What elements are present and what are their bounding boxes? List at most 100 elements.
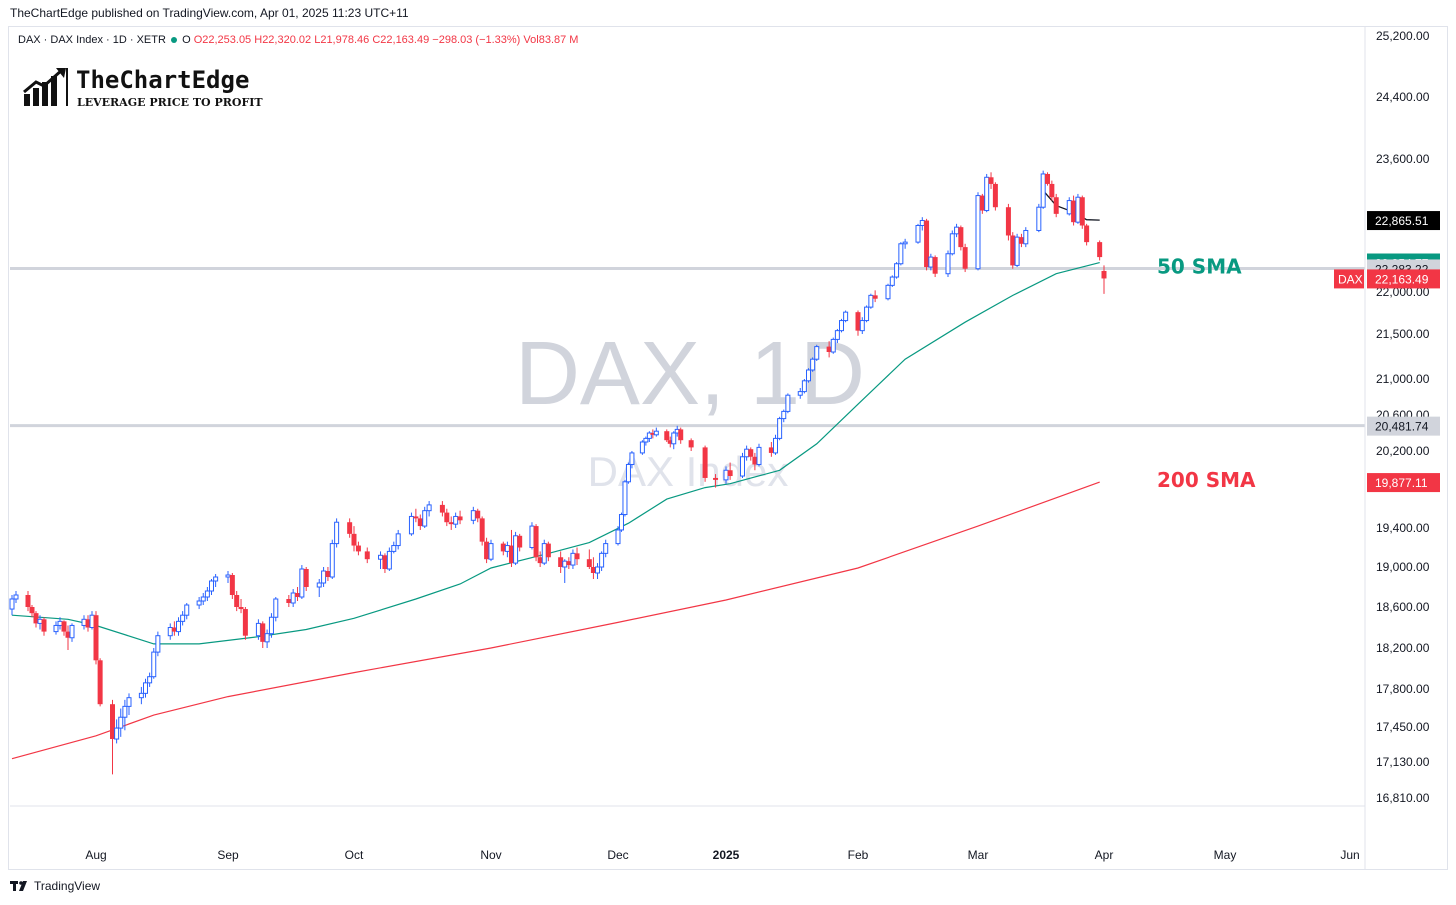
candle-2024-10-10[interactable]	[391, 541, 397, 554]
candle-2024-07-30[interactable]	[85, 615, 91, 632]
candle-2025-01-15[interactable]	[777, 416, 783, 441]
candle-2024-09-30[interactable]	[347, 518, 353, 538]
candle-2024-10-16[interactable]	[417, 514, 423, 530]
candle-2024-10-04[interactable]	[364, 547, 370, 564]
candle-2025-01-06[interactable]	[740, 452, 745, 478]
candle-2025-03-13[interactable]	[1018, 233, 1024, 248]
candle-2025-01-10[interactable]	[756, 443, 762, 467]
candle-2024-11-04[interactable]	[500, 541, 506, 556]
candle-2025-01-23[interactable]	[810, 357, 816, 372]
candle-2025-02-26[interactable]	[954, 223, 960, 238]
candle-2024-08-22[interactable]	[180, 611, 186, 626]
series-line-2[interactable]	[11, 481, 1100, 760]
candle-2025-02-10[interactable]	[885, 283, 891, 301]
candle-2024-12-11[interactable]	[646, 431, 652, 442]
candle-2025-03-26[interactable]	[1075, 193, 1081, 224]
candle-2025-02-13[interactable]	[898, 242, 904, 266]
candle-2025-01-13[interactable]	[768, 442, 774, 457]
candle-2024-12-30[interactable]	[713, 474, 719, 488]
candle-2025-02-12[interactable]	[894, 262, 900, 279]
candle-2025-02-25[interactable]	[949, 230, 955, 256]
candle-2024-08-08[interactable]	[122, 699, 128, 731]
candle-2025-03-14[interactable]	[1023, 227, 1029, 248]
candle-2025-03-20[interactable]	[1049, 180, 1055, 201]
candle-2024-09-11[interactable]	[264, 629, 270, 648]
candle-2024-09-06[interactable]	[242, 607, 248, 640]
candle-2024-11-22[interactable]	[574, 547, 580, 566]
candle-2024-07-19[interactable]	[41, 617, 47, 636]
candle-2024-09-05[interactable]	[238, 599, 244, 614]
candle-2024-10-21[interactable]	[439, 501, 445, 517]
candle-2025-03-17[interactable]	[1036, 203, 1042, 233]
candle-2025-01-29[interactable]	[834, 328, 840, 343]
candle-2025-01-16[interactable]	[781, 409, 787, 423]
candle-2024-07-26[interactable]	[69, 623, 75, 642]
candle-2024-11-11[interactable]	[529, 522, 535, 550]
candle-2024-11-28[interactable]	[599, 551, 605, 571]
candle-2024-10-09[interactable]	[386, 547, 392, 572]
candle-2025-04-01[interactable]	[1101, 265, 1107, 294]
candle-2024-08-16[interactable]	[155, 631, 161, 657]
candle-2024-10-24[interactable]	[453, 512, 459, 528]
candle-2025-02-17[interactable]	[915, 223, 921, 244]
candle-2025-02-24[interactable]	[945, 250, 951, 278]
candle-2024-11-27[interactable]	[595, 563, 601, 579]
candle-2024-11-25[interactable]	[586, 549, 592, 569]
candle-2024-12-09[interactable]	[639, 440, 645, 455]
candle-2024-08-28[interactable]	[204, 587, 210, 601]
candle-2024-07-24[interactable]	[61, 620, 67, 636]
candle-2025-03-19[interactable]	[1045, 172, 1051, 186]
candle-2025-01-31[interactable]	[843, 310, 849, 323]
series-line-1[interactable]	[11, 262, 1100, 645]
candle-2024-11-01[interactable]	[488, 539, 494, 562]
candle-2025-03-06[interactable]	[988, 172, 994, 189]
candle-2024-09-04[interactable]	[234, 591, 240, 612]
price-label-6[interactable]: 19,877.11	[1367, 473, 1440, 493]
candle-2024-11-15[interactable]	[545, 541, 551, 562]
candle-2024-11-08[interactable]	[517, 533, 523, 552]
candle-2025-03-24[interactable]	[1066, 197, 1072, 216]
candle-2024-10-14[interactable]	[408, 512, 414, 536]
candle-2025-01-30[interactable]	[839, 318, 844, 333]
candle-2024-11-21[interactable]	[570, 549, 576, 569]
candle-2024-09-17[interactable]	[290, 589, 296, 607]
candle-2024-12-27[interactable]	[702, 445, 708, 482]
candle-2024-08-05[interactable]	[110, 699, 115, 775]
candle-2024-08-20[interactable]	[171, 621, 177, 636]
candle-2024-12-02[interactable]	[615, 526, 621, 546]
candle-2024-07-29[interactable]	[81, 615, 87, 630]
candle-2024-09-03[interactable]	[229, 573, 235, 599]
candle-2024-07-31[interactable]	[89, 611, 95, 630]
candle-2024-11-13[interactable]	[537, 551, 543, 567]
candle-2025-01-24[interactable]	[814, 344, 820, 361]
candle-2024-10-31[interactable]	[484, 537, 490, 564]
candle-2024-08-02[interactable]	[97, 658, 103, 707]
candle-2024-08-19[interactable]	[167, 623, 173, 640]
candle-2024-11-19[interactable]	[562, 559, 568, 583]
candle-2024-12-05[interactable]	[625, 462, 631, 484]
candle-2025-03-04[interactable]	[979, 193, 985, 214]
candle-2025-01-03[interactable]	[727, 462, 733, 480]
price-label-1[interactable]: 22,865.51	[1367, 211, 1440, 231]
candle-2024-07-25[interactable]	[65, 625, 71, 651]
candle-2024-08-23[interactable]	[184, 603, 190, 620]
candle-2024-10-17[interactable]	[422, 506, 428, 528]
candle-2024-07-22[interactable]	[53, 621, 59, 635]
candle-2024-09-18[interactable]	[295, 587, 301, 601]
candle-2025-02-06[interactable]	[868, 293, 874, 309]
candle-2024-12-03[interactable]	[618, 512, 624, 532]
candle-2025-03-05[interactable]	[984, 173, 990, 213]
candle-2025-02-21[interactable]	[932, 255, 938, 278]
price-label-4[interactable]: 22,163.49 DAX	[1334, 269, 1440, 289]
candle-2024-12-12[interactable]	[650, 429, 656, 439]
candle-2024-10-15[interactable]	[413, 508, 419, 523]
tradingview-branding[interactable]: TradingView	[10, 879, 100, 893]
candle-2024-08-01[interactable]	[93, 611, 99, 665]
candle-2024-10-22[interactable]	[444, 508, 450, 527]
candle-2024-08-30[interactable]	[213, 574, 219, 587]
candle-2025-01-22[interactable]	[806, 368, 811, 383]
candle-2025-02-14[interactable]	[902, 238, 908, 249]
candle-2025-02-04[interactable]	[859, 317, 865, 334]
candle-2025-03-21[interactable]	[1053, 193, 1059, 218]
